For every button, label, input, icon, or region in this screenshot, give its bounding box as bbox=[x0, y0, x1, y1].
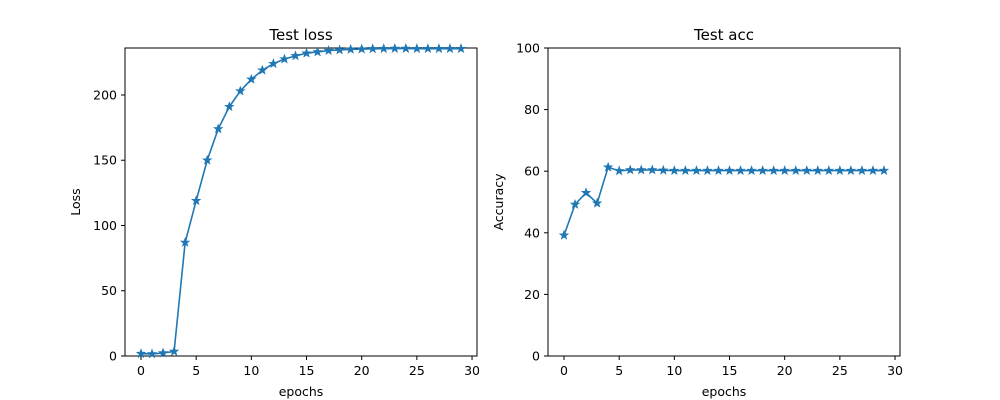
data-point bbox=[602, 161, 614, 172]
y-axis-label: Loss bbox=[68, 188, 83, 215]
data-point bbox=[768, 165, 779, 176]
data-point bbox=[757, 165, 768, 176]
data-point bbox=[569, 198, 581, 209]
data-point bbox=[279, 53, 290, 64]
data-point bbox=[378, 43, 389, 54]
data-point bbox=[823, 165, 835, 176]
x-tick-label: 25 bbox=[409, 363, 425, 378]
x-tick-label: 20 bbox=[777, 363, 793, 378]
y-tick-label: 60 bbox=[524, 164, 540, 179]
data-point bbox=[334, 44, 345, 55]
data-point bbox=[558, 229, 570, 240]
x-tick-label: 5 bbox=[615, 363, 623, 378]
data-point bbox=[367, 43, 378, 54]
y-axis-label: Accuracy bbox=[491, 173, 506, 231]
data-point bbox=[290, 50, 301, 61]
data-point bbox=[812, 165, 824, 176]
data-point bbox=[669, 165, 680, 176]
data-point bbox=[878, 165, 890, 176]
x-tick-label: 0 bbox=[560, 363, 568, 378]
x-tick-label: 15 bbox=[299, 363, 315, 378]
plot-frame bbox=[124, 47, 478, 357]
data-point bbox=[658, 164, 669, 175]
y-tick-label: 200 bbox=[93, 87, 117, 102]
data-point bbox=[455, 43, 467, 54]
y-tick-label: 80 bbox=[524, 102, 540, 117]
data-point bbox=[779, 165, 790, 176]
x-axis-label: epochs bbox=[279, 384, 324, 399]
data-point bbox=[323, 45, 334, 56]
data-point bbox=[801, 165, 812, 176]
data-point bbox=[246, 73, 257, 84]
data-point bbox=[224, 101, 235, 112]
data-point bbox=[433, 43, 445, 54]
data-point bbox=[146, 348, 158, 359]
data-point bbox=[724, 165, 735, 176]
y-tick-label: 40 bbox=[524, 225, 540, 240]
data-point bbox=[201, 154, 213, 165]
data-point bbox=[613, 165, 625, 176]
data-point bbox=[235, 85, 246, 96]
x-tick-label: 20 bbox=[354, 363, 370, 378]
x-axis-label: epochs bbox=[702, 384, 747, 399]
y-tick-label: 50 bbox=[101, 283, 117, 298]
data-point bbox=[179, 236, 191, 247]
data-point bbox=[636, 164, 647, 175]
y-tick-label: 0 bbox=[532, 349, 540, 364]
series-line bbox=[140, 47, 461, 355]
x-tick-label: 15 bbox=[722, 363, 738, 378]
y-tick-label: 0 bbox=[109, 349, 117, 364]
data-point bbox=[190, 195, 202, 206]
chart-title: Test loss bbox=[268, 26, 332, 44]
x-tick-label: 30 bbox=[464, 363, 480, 378]
data-point bbox=[422, 43, 434, 54]
y-tick-label: 150 bbox=[93, 153, 117, 168]
plot-frame bbox=[547, 47, 901, 357]
data-point bbox=[834, 165, 846, 176]
data-point bbox=[624, 164, 636, 175]
data-point bbox=[268, 58, 279, 69]
data-point bbox=[345, 43, 356, 54]
data-point bbox=[647, 164, 658, 175]
x-tick-label: 25 bbox=[832, 363, 848, 378]
data-point bbox=[790, 165, 801, 176]
data-point bbox=[157, 347, 169, 358]
chart-title: Test acc bbox=[693, 26, 754, 44]
data-point bbox=[444, 43, 456, 54]
test-loss-chart: Test loss 0 5 10 15 20 25 30 0 50 100 150 200 epochs L… bbox=[68, 26, 480, 399]
data-point bbox=[691, 165, 702, 176]
data-point bbox=[867, 165, 879, 176]
test-acc-chart: Test acc 0 5 10 15 20 25 30 0 20 40 60 80 100 epochs Ac… bbox=[491, 26, 903, 399]
data-point bbox=[713, 165, 724, 176]
x-tick-label: 0 bbox=[137, 363, 145, 378]
series-line bbox=[563, 166, 884, 236]
x-tick-label: 30 bbox=[887, 363, 903, 378]
data-point bbox=[735, 165, 746, 176]
data-point bbox=[356, 43, 367, 54]
y-tick-label: 20 bbox=[524, 287, 540, 302]
data-point bbox=[135, 348, 147, 359]
data-point bbox=[312, 46, 323, 57]
y-tick-label: 100 bbox=[516, 41, 540, 56]
data-point bbox=[411, 43, 423, 54]
data-point bbox=[389, 43, 401, 53]
data-point bbox=[168, 345, 180, 356]
data-point bbox=[257, 64, 268, 75]
y-tick-label: 100 bbox=[93, 218, 117, 233]
data-point bbox=[591, 197, 603, 208]
data-point bbox=[746, 165, 757, 176]
x-tick-label: 10 bbox=[666, 363, 682, 378]
x-tick-label: 5 bbox=[192, 363, 200, 378]
data-point bbox=[680, 165, 691, 176]
data-point bbox=[213, 123, 224, 134]
data-point bbox=[845, 165, 857, 176]
data-point bbox=[400, 43, 412, 53]
data-point bbox=[301, 47, 312, 58]
data-point bbox=[580, 187, 592, 198]
data-point bbox=[856, 165, 868, 176]
x-tick-label: 10 bbox=[243, 363, 259, 378]
data-point bbox=[702, 165, 713, 176]
